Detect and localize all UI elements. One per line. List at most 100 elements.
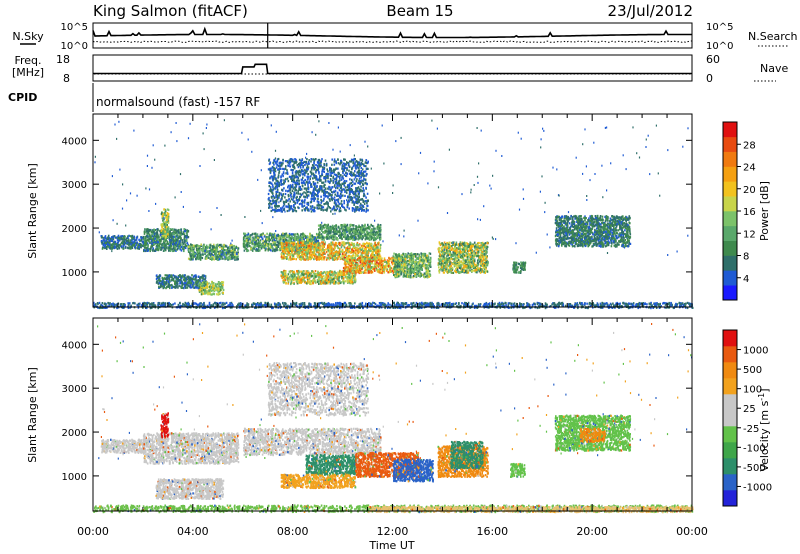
cpid-text: normalsound (fast) -157 RF (96, 95, 260, 109)
echo-mark (174, 283, 177, 286)
echo-mark (561, 304, 563, 307)
noise-right-tick-top: 10^5 (706, 22, 733, 33)
echo-mark (199, 253, 202, 256)
echo-mark (324, 256, 326, 259)
echo-mark (369, 304, 371, 307)
echo-mark (335, 244, 337, 247)
echo-mark (202, 306, 204, 310)
echo-mark (440, 303, 443, 306)
echo-mark (202, 289, 205, 292)
echo-mark (445, 302, 448, 305)
echo-mark (411, 304, 414, 308)
echo-mark (168, 246, 170, 249)
echo-mark (278, 248, 281, 252)
echo-mark (185, 236, 188, 239)
echo-mark (174, 239, 176, 242)
echo-mark (515, 302, 518, 306)
echo-mark (642, 304, 645, 307)
echo-mark (486, 304, 489, 307)
echo-mark (351, 304, 354, 308)
echo-mark (342, 303, 345, 307)
echo-mark (231, 254, 234, 257)
echo-mark (378, 306, 381, 309)
echo-mark (655, 306, 658, 309)
echo-mark (111, 245, 114, 248)
echo-mark (277, 245, 280, 248)
echo-mark (348, 243, 350, 246)
echo-mark (316, 232, 318, 236)
echo-mark (574, 303, 577, 306)
echo-mark (356, 247, 358, 250)
echo-mark (138, 246, 140, 249)
echo-mark (192, 244, 195, 247)
echo-mark (224, 306, 226, 309)
echo-mark (277, 304, 279, 307)
echo-mark (137, 304, 140, 307)
echo-mark (289, 253, 292, 256)
echo-mark (187, 302, 190, 305)
echo-mark (180, 237, 182, 240)
echo-mark (175, 281, 178, 284)
echo-mark (448, 302, 451, 305)
echo-mark (665, 306, 667, 309)
echo-mark (227, 246, 229, 249)
echo-mark (133, 238, 136, 241)
echo-mark (172, 303, 174, 306)
echo-mark (128, 302, 131, 305)
echo-mark (183, 274, 186, 277)
echo-mark (166, 215, 168, 218)
echo-mark (411, 302, 414, 305)
echo-mark (266, 236, 269, 239)
echo-mark (152, 249, 154, 252)
echo-mark (401, 304, 403, 307)
echo-mark (183, 277, 186, 280)
echo-mark (431, 302, 433, 305)
echo-mark (158, 278, 160, 281)
echo-mark (127, 306, 130, 309)
echo-mark (197, 248, 200, 251)
echo-mark (190, 277, 192, 280)
echo-mark (164, 230, 166, 233)
echo-mark (173, 242, 176, 245)
echo-mark (643, 302, 645, 306)
echo-mark (170, 283, 173, 287)
echo-mark (558, 301, 560, 304)
echo-mark (243, 232, 245, 235)
echo-mark (497, 303, 500, 306)
echo-mark (110, 304, 113, 307)
echo-mark (152, 233, 154, 236)
echo-mark (393, 304, 396, 308)
echo-mark (522, 304, 524, 307)
echo-mark (163, 245, 166, 248)
echo-mark (280, 242, 283, 245)
echo-mark (210, 293, 212, 296)
echo-mark (393, 301, 395, 304)
frequency-line (93, 63, 692, 75)
echo-mark (146, 301, 149, 304)
echo-mark (303, 302, 306, 305)
echo-mark (347, 254, 350, 258)
echo-mark (454, 302, 456, 305)
echo-mark (228, 255, 231, 258)
echo-mark (631, 303, 634, 306)
echo-mark (340, 303, 343, 306)
echo-mark (183, 240, 186, 243)
echo-mark (290, 233, 293, 236)
echo-mark (214, 253, 216, 256)
echo-mark (234, 258, 236, 261)
echo-mark (200, 302, 202, 305)
echo-mark (267, 245, 269, 248)
echo-mark (350, 304, 353, 307)
echo-mark (258, 249, 261, 252)
echo-mark (247, 303, 250, 306)
echo-mark (642, 302, 645, 305)
echo-mark (121, 238, 123, 241)
echo-mark (102, 243, 105, 246)
echo-mark (378, 304, 380, 307)
echo-mark (425, 303, 428, 306)
echo-mark (221, 247, 223, 250)
echo-mark (568, 304, 570, 307)
echo-mark (618, 303, 620, 306)
echo-mark (227, 304, 229, 307)
echo-mark (553, 304, 556, 307)
